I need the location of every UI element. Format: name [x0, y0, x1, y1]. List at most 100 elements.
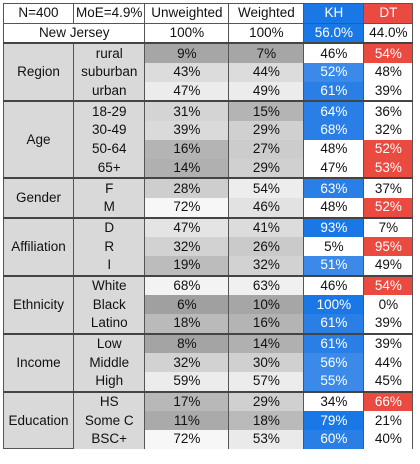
kh-cell: 52% [303, 63, 365, 82]
weighted-cell: 16% [228, 314, 305, 334]
weighted-cell: 26% [228, 237, 305, 256]
weighted-cell: 29% [228, 390, 305, 412]
crosstab-body: N=400 MoE=4.9% Unweighted Weighted KH DT… [2, 3, 414, 450]
kh-cell: 61% [303, 81, 365, 102]
subgroup-label: High [72, 372, 146, 392]
weighted-cell: 32% [228, 255, 305, 276]
dt-cell: 36% [363, 100, 414, 122]
group-label: Affiliation [3, 216, 74, 277]
dt-cell: 53% [363, 158, 414, 179]
unweighted-cell: 43% [144, 63, 230, 82]
weighted-cell: 63% [228, 274, 305, 296]
subgroup-label: Latino [72, 314, 146, 334]
dt-cell: 52% [363, 139, 414, 159]
weighted-header: Weighted [228, 3, 305, 24]
weighted-cell: 49% [228, 81, 305, 102]
dt-cell: 95% [363, 237, 414, 256]
kh-cell: 61% [303, 332, 365, 354]
subgroup-label: D [72, 216, 146, 238]
kh-cell: 34% [303, 390, 365, 412]
unweighted-cell: 31% [144, 100, 230, 122]
table-row: Gender F 28% 54% 63% 37% [3, 177, 414, 219]
subgroup-label: M [72, 197, 146, 218]
weighted-cell: 57% [228, 372, 305, 392]
subgroup-label: suburban [72, 63, 146, 82]
table-row: Affiliation D 47% 41% 93% 7% [3, 216, 414, 277]
kh-header: KH [303, 3, 365, 24]
kh-cell: 56% [303, 353, 365, 373]
table-row: Some C 11% 18% 79% 21% [4, 411, 414, 431]
unweighted-cell: 8% [144, 332, 230, 354]
dt-total: 44.0% [363, 22, 414, 44]
dt-cell: 37% [363, 177, 414, 198]
dt-cell: 32% [363, 121, 414, 140]
table-row: I 19% 32% 51% 49% [4, 255, 414, 276]
total-row: New Jersey 100% 100% 56.0% 44.0% [2, 22, 414, 44]
state-label: New Jersey [2, 22, 146, 44]
unweighted-cell: 16% [144, 139, 230, 159]
kh-cell: 46% [303, 42, 365, 64]
table-row: Latino 18% 16% 61% 39% [4, 314, 414, 334]
dt-cell: 40% [363, 430, 414, 449]
subgroup-label: 50-64 [72, 139, 146, 159]
unweighted-cell: 47% [144, 216, 230, 238]
unweighted-cell: 28% [144, 177, 230, 198]
kh-cell: 100% [303, 295, 365, 314]
weighted-cell: 18% [228, 411, 305, 431]
table-row: Region rural 9% 7% 46% 54% [3, 42, 414, 102]
unweighted-cell: 59% [144, 372, 230, 392]
group-label: Gender [3, 177, 74, 219]
dt-cell: 7% [363, 216, 414, 238]
unweighted-cell: 68% [144, 274, 230, 296]
subgroup-label: rural [72, 42, 146, 64]
table-row: Black 6% 10% 100% 0% [4, 295, 414, 314]
subgroup-label: White [72, 274, 146, 296]
table-row: Age 18-29 31% 15% 64% 36% [3, 100, 414, 179]
weighted-cell: 15% [228, 100, 305, 122]
header-row: N=400 MoE=4.9% Unweighted Weighted KH DT [3, 3, 414, 24]
group-label: Age [3, 100, 74, 179]
kh-cell: 79% [303, 411, 365, 431]
unweighted-cell: 72% [144, 197, 230, 218]
weighted-cell: 41% [228, 216, 305, 238]
group-label: Region [3, 42, 74, 102]
weighted-cell: 44% [228, 63, 305, 82]
unweighted-cell: 47% [144, 81, 230, 102]
subgroup-label: HS [72, 390, 146, 412]
group-label: Ethnicity [3, 274, 74, 335]
unweighted-cell: 32% [144, 353, 230, 373]
table-row: 50-64 16% 27% 48% 52% [4, 139, 414, 159]
sample-size-label: N=400 [3, 3, 74, 24]
kh-total: 56.0% [303, 22, 365, 44]
subgroup-label: Some C [72, 411, 146, 431]
dt-cell: 39% [363, 81, 414, 102]
dt-cell: 66% [363, 390, 414, 412]
margin-of-error-label: MoE=4.9% [72, 3, 146, 24]
table-row: urban 47% 49% 61% 39% [4, 81, 414, 102]
subgroup-label: Black [72, 295, 146, 314]
unweighted-cell: 18% [144, 314, 230, 334]
weighted-cell: 14% [228, 332, 305, 354]
unweighted-cell: 17% [144, 390, 230, 412]
table-row: 30-49 39% 29% 68% 32% [4, 121, 414, 140]
kh-cell: 47% [303, 158, 365, 179]
group-label: Education [3, 390, 74, 450]
unweighted-header: Unweighted [144, 3, 230, 24]
weighted-cell: 29% [228, 121, 305, 140]
kh-cell: 5% [303, 237, 365, 256]
kh-cell: 48% [303, 139, 365, 159]
kh-cell: 55% [303, 372, 365, 392]
dt-cell: 21% [363, 411, 414, 431]
unweighted-cell: 6% [144, 295, 230, 314]
subgroup-label: BSC+ [72, 430, 146, 449]
kh-cell: 93% [303, 216, 365, 238]
table-row: Education HS 17% 29% 34% 66% [3, 390, 414, 450]
kh-cell: 61% [303, 314, 365, 334]
subgroup-label: F [72, 177, 146, 198]
weighted-cell: 10% [228, 295, 305, 314]
kh-cell: 60% [303, 430, 365, 449]
dt-cell: 39% [363, 314, 414, 334]
unweighted-cell: 14% [144, 158, 230, 179]
subgroup-label: Low [72, 332, 146, 354]
dt-header: DT [363, 3, 414, 24]
